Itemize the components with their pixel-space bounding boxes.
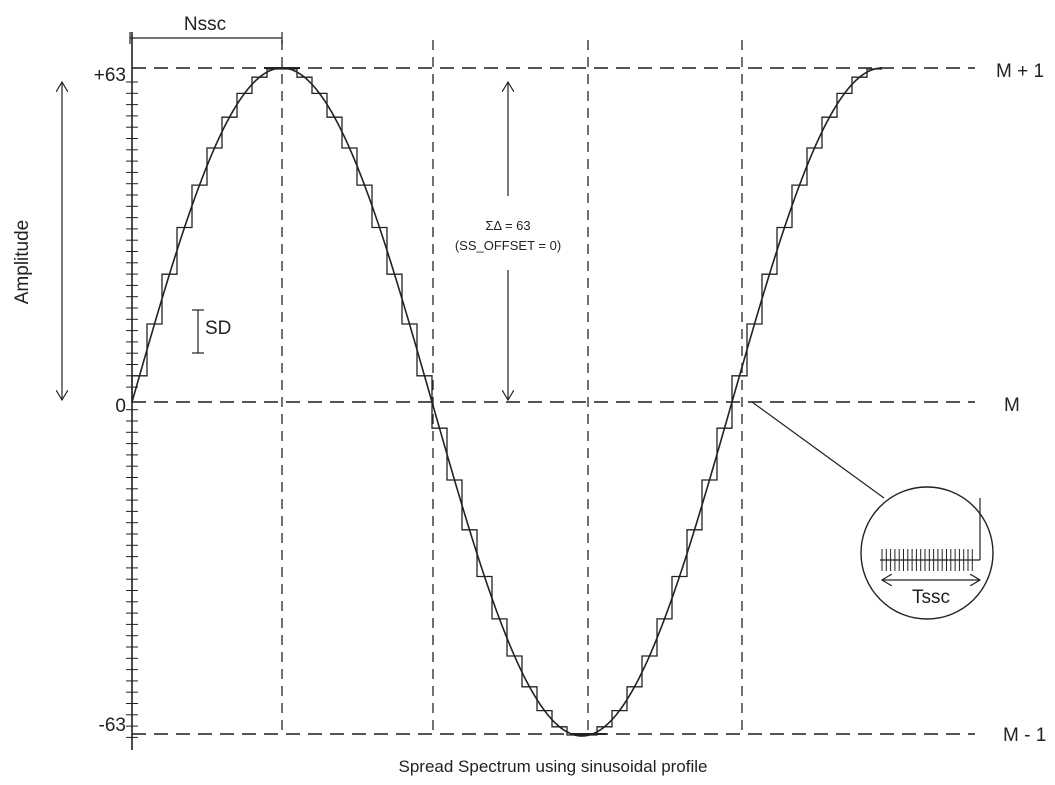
sigma-delta-label: ΣΔ = 63 <box>485 218 530 233</box>
zoom-leader-line <box>751 401 885 499</box>
zoom-callout-circle <box>860 486 994 620</box>
vertical-axis-ticks <box>126 81 138 738</box>
label-m-plus-1: M + 1 <box>996 61 1044 82</box>
tssc-label: Tssc <box>912 587 950 608</box>
zoom-clock-ticks <box>880 498 981 571</box>
ss-offset-label: (SS_OFFSET = 0) <box>455 238 561 253</box>
sinusoidal-profile-curve <box>131 67 883 737</box>
label-zero: 0 <box>115 396 126 417</box>
stepped-frequency-profile <box>131 68 882 736</box>
diagram-caption: Spread Spectrum using sinusoidal profile <box>398 757 707 776</box>
nssc-label: Nssc <box>184 14 226 35</box>
label-minus-63: -63 <box>99 715 126 736</box>
amplitude-label: Amplitude <box>12 220 33 305</box>
label-m: M <box>1004 395 1020 416</box>
label-m-minus-1: M - 1 <box>1003 725 1046 746</box>
label-plus-63: +63 <box>94 65 126 86</box>
sd-label: SD <box>205 318 231 339</box>
